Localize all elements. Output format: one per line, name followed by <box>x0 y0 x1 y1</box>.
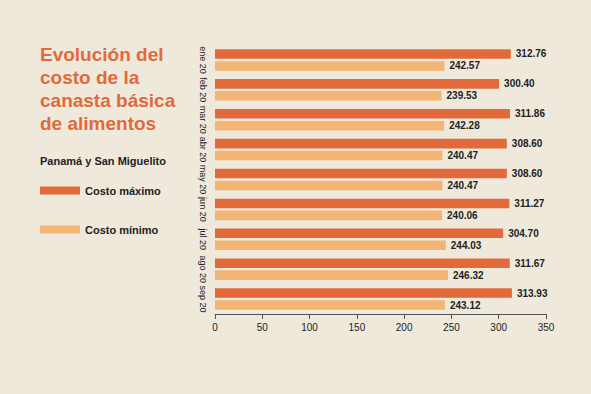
svg-text:313.93: 313.93 <box>517 288 548 299</box>
svg-text:mar 20: mar 20 <box>198 106 208 134</box>
svg-text:150: 150 <box>349 322 366 333</box>
svg-text:246.32: 246.32 <box>453 270 484 281</box>
svg-text:Panamá y San Miguelito: Panamá y San Miguelito <box>40 155 166 167</box>
svg-text:250: 250 <box>443 322 460 333</box>
svg-text:244.03: 244.03 <box>451 240 482 251</box>
svg-text:242.57: 242.57 <box>449 60 480 71</box>
svg-text:50: 50 <box>257 322 269 333</box>
svg-text:239.53: 239.53 <box>447 90 478 101</box>
svg-text:ene 20: ene 20 <box>198 46 208 74</box>
svg-text:abr 20: abr 20 <box>198 137 208 163</box>
svg-text:311.27: 311.27 <box>514 198 544 209</box>
svg-text:300: 300 <box>490 322 507 333</box>
svg-text:100: 100 <box>301 322 318 333</box>
svg-text:200: 200 <box>396 322 413 333</box>
svg-text:Costo máximo: Costo máximo <box>85 185 161 197</box>
svg-text:311.67: 311.67 <box>515 258 545 269</box>
svg-text:242.28: 242.28 <box>449 120 480 131</box>
svg-text:costo de la: costo de la <box>40 67 145 88</box>
svg-text:240.06: 240.06 <box>447 210 478 221</box>
svg-text:0: 0 <box>212 322 218 333</box>
svg-text:312.76: 312.76 <box>516 48 547 59</box>
svg-text:jul 20: jul 20 <box>198 228 208 251</box>
svg-text:240.47: 240.47 <box>447 180 478 191</box>
svg-text:sep 20: sep 20 <box>198 286 208 313</box>
svg-text:311.86: 311.86 <box>515 108 545 119</box>
svg-text:350: 350 <box>538 322 555 333</box>
svg-text:feb 20: feb 20 <box>198 77 208 102</box>
svg-text:308.60: 308.60 <box>512 138 543 149</box>
svg-text:jun 20: jun 20 <box>198 196 208 222</box>
svg-text:300.40: 300.40 <box>504 78 535 89</box>
svg-text:de alimentos: de alimentos <box>40 113 156 134</box>
svg-text:Costo mínimo: Costo mínimo <box>85 224 159 236</box>
svg-text:canasta básica: canasta básica <box>40 90 180 111</box>
svg-text:may 20: may 20 <box>198 165 208 195</box>
svg-text:ago 20: ago 20 <box>198 255 208 283</box>
svg-text:308.60: 308.60 <box>512 168 543 179</box>
svg-text:240.47: 240.47 <box>447 150 478 161</box>
svg-text:304.70: 304.70 <box>508 228 539 239</box>
svg-text:Evolución del: Evolución del <box>40 44 169 65</box>
svg-text:243.12: 243.12 <box>450 300 481 311</box>
